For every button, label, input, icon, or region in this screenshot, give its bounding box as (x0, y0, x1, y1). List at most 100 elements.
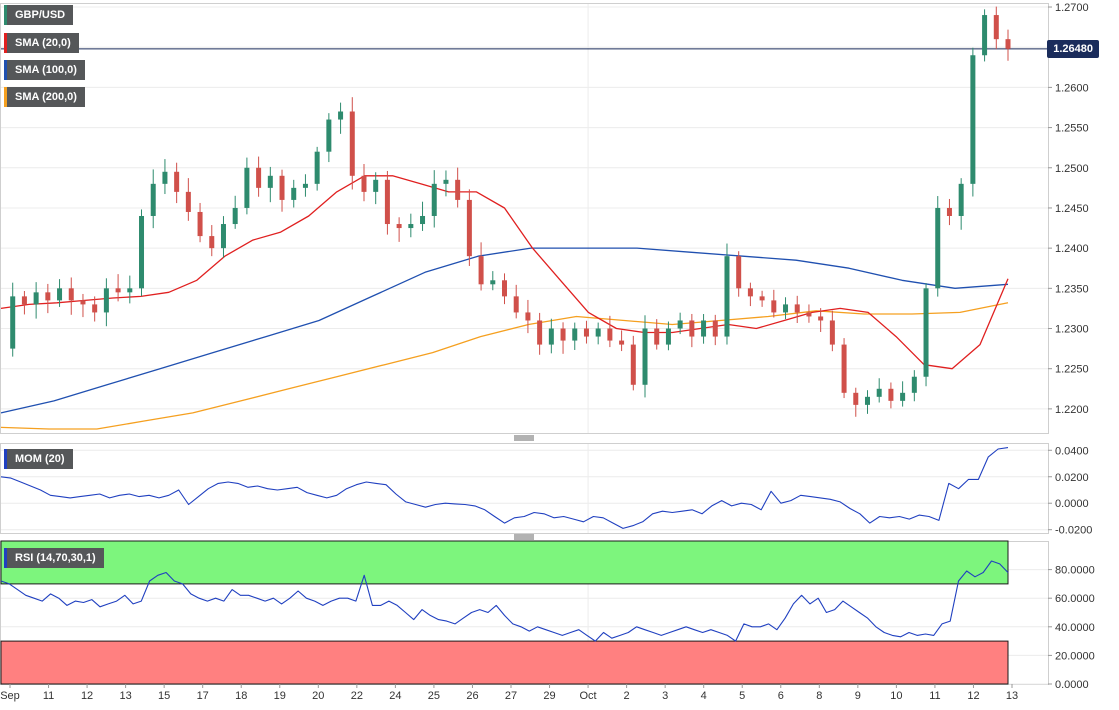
candle-body (864, 396, 870, 405)
mom-tick-label: -0.0200 (1055, 525, 1092, 537)
candle-body (220, 224, 226, 249)
candle-body (162, 171, 168, 184)
price-tick-label: 1.2200 (1055, 404, 1089, 416)
candle-body (900, 392, 906, 401)
legend-sma100-swatch (4, 60, 7, 80)
candle-body (80, 300, 86, 305)
candle-body (127, 288, 133, 293)
candle-body (33, 292, 39, 305)
candle-body (68, 288, 74, 301)
x-tick-label: 22 (351, 690, 363, 702)
candle-body (45, 292, 51, 301)
candle-body (888, 388, 894, 401)
candle-body (654, 328, 660, 345)
panel-resize-handles[interactable] (514, 435, 534, 540)
candle-body (853, 392, 859, 405)
legend-sma200-swatch (4, 87, 7, 107)
rsi-overbought-zone (0, 540, 1009, 585)
candle-body (115, 288, 121, 293)
candle-body (57, 288, 63, 301)
candle-body (619, 340, 625, 345)
x-tick-label: 24 (389, 690, 401, 702)
candle-body (982, 15, 988, 56)
x-tick-label: 3 (662, 690, 668, 702)
momentum-series (0, 447, 1009, 529)
candle-body (595, 328, 601, 337)
candle-body (244, 167, 250, 208)
candle-body (677, 320, 683, 329)
sma-lines (0, 48, 1048, 430)
x-tick-label: 6 (778, 690, 784, 702)
x-tick-label: 17 (197, 690, 209, 702)
x-tick-label: 13 (1006, 690, 1018, 702)
candle-body (373, 179, 379, 192)
x-tick-label: 4 (701, 690, 707, 702)
x-tick-label: 12 (967, 690, 979, 702)
candle-body (490, 280, 496, 285)
rsi-oversold-zone (0, 640, 1009, 685)
candle-body (197, 211, 203, 237)
rsi-tick-label: 60.0000 (1055, 593, 1095, 605)
candle-body (314, 151, 320, 184)
legend-pair-swatch (4, 5, 7, 25)
mom-tick-label: 0.0400 (1055, 445, 1089, 457)
candle-body (911, 376, 917, 393)
candle-body (993, 15, 999, 40)
price-tick-label: 1.2500 (1055, 163, 1089, 175)
candle-body (478, 256, 484, 285)
candlesticks (10, 6, 1011, 417)
candle-body (431, 183, 437, 216)
x-tick-label: 27 (505, 690, 517, 702)
legend-pair-label: GBP/USD (15, 9, 66, 21)
legend-rsi[interactable]: RSI (14,70,30,1) (4, 548, 104, 568)
rsi-line (0, 560, 1009, 642)
legend-sma200[interactable]: SMA (200,0) (4, 87, 85, 107)
candle-body (712, 320, 718, 337)
mom-tick-label: 0.0000 (1055, 498, 1089, 510)
legend-mom-swatch (4, 449, 7, 469)
candle-body (841, 344, 847, 393)
legend-sma100[interactable]: SMA (100,0) (4, 60, 85, 80)
candle-body (408, 224, 414, 229)
candle-body (759, 296, 765, 301)
x-tick-label: Oct (580, 690, 597, 702)
momentum-line (0, 447, 1009, 529)
price-tick-label: 1.2600 (1055, 82, 1089, 94)
candle-body (326, 119, 332, 152)
candle-body (724, 256, 730, 337)
candle-body (466, 199, 472, 257)
candle-body (771, 300, 777, 313)
candle-body (139, 215, 145, 289)
candle-body (935, 207, 941, 289)
sma20-line (0, 175, 1009, 370)
candle-body (361, 175, 367, 192)
x-tick-label: 15 (158, 690, 170, 702)
legend-sma20[interactable]: SMA (20,0) (4, 33, 79, 53)
candle-body (291, 187, 297, 200)
x-tick-label: 26 (466, 690, 478, 702)
x-tick-label: 18 (235, 690, 247, 702)
candle-body (279, 175, 285, 200)
legend-pair[interactable]: GBP/USD (4, 5, 74, 25)
candle-body (174, 171, 180, 192)
legend-sma100-label: SMA (100,0) (15, 64, 77, 76)
sma200-line (0, 302, 1009, 430)
price-tick-label: 1.2400 (1055, 243, 1089, 255)
price-tick-label: 1.2700 (1055, 2, 1089, 14)
current-price-tag: 1.26480 (1047, 40, 1099, 58)
candle-body (642, 328, 648, 385)
candle-body (701, 320, 707, 337)
legend-mom[interactable]: MOM (20) (4, 449, 73, 469)
candle-body (829, 320, 835, 345)
candle-body (232, 207, 238, 225)
x-tick-label: 5 (739, 690, 745, 702)
legend-rsi-swatch (4, 548, 7, 568)
candle-body (876, 388, 882, 397)
candle-body (970, 55, 976, 184)
mom-tick-label: 0.0200 (1055, 472, 1089, 484)
candle-body (548, 328, 554, 345)
candle-body (806, 312, 812, 317)
x-tick-label: 10 (890, 690, 902, 702)
rsi-series (0, 540, 1009, 685)
